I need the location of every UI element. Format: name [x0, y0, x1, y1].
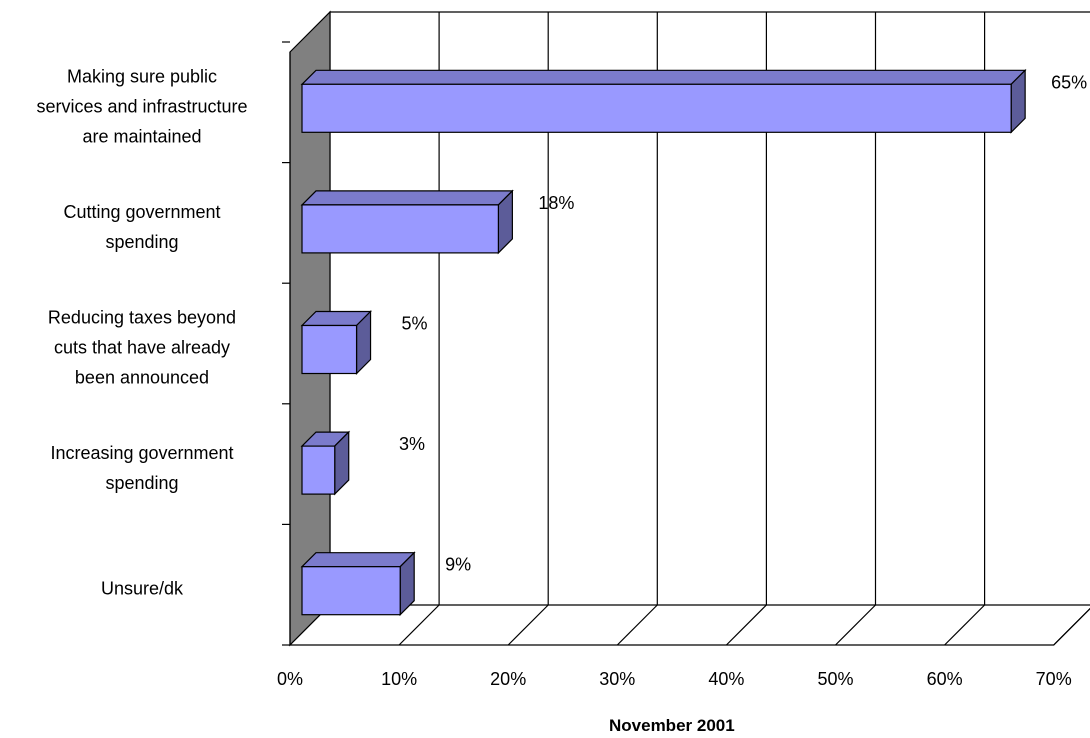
bar-data-label: 65%: [1051, 72, 1087, 92]
floor-gridline: [944, 604, 986, 646]
floor-gridline: [835, 604, 876, 646]
x-tick-label: 70%: [1036, 669, 1072, 689]
bar-data-label: 9%: [445, 555, 471, 575]
bar: [300, 551, 416, 617]
floor-gridline: [398, 604, 440, 646]
x-tick-label: 10%: [381, 669, 417, 689]
bar-front-face: [301, 445, 336, 495]
floor-gridline: [507, 604, 549, 646]
bar-top-face: [300, 552, 416, 568]
bar-top-face: [300, 69, 1027, 85]
bar-front-face: [301, 83, 1012, 133]
x-tick-label: 30%: [599, 669, 635, 689]
x-tick-label: 20%: [490, 669, 526, 689]
category-label: Increasing government spending: [50, 443, 233, 493]
x-tick-label: 60%: [927, 669, 963, 689]
category-label: Cutting government spending: [63, 202, 220, 252]
bar-top-face: [300, 190, 514, 206]
bar-front-face: [301, 204, 499, 254]
bar-data-label: 18%: [538, 193, 574, 213]
category-label: Making sure public services and infrastru…: [36, 66, 247, 146]
x-tick-label: 50%: [817, 669, 853, 689]
floor-gridline: [725, 604, 767, 646]
bar-front-face: [301, 324, 358, 375]
floor-gridline: [616, 604, 658, 646]
bar: [300, 189, 514, 255]
chart-floor: [288, 604, 1090, 646]
floor-gridline: [1053, 607, 1090, 646]
bar: [300, 430, 351, 496]
bar-data-label: 5%: [402, 314, 428, 334]
category-label: Unsure/dk: [101, 579, 184, 599]
bar: [300, 310, 372, 375]
bar: [300, 68, 1027, 134]
bar-front-face: [301, 566, 401, 616]
chart-labels: 0% 10% 20% 30% 40% 50% 60% 70% 65% 18% 5% 3% 9% Makin…: [36, 66, 1087, 689]
category-label: Reducing taxes beyond cuts that have alre…: [48, 308, 236, 388]
bar-data-label: 3%: [399, 434, 425, 454]
x-tick-label: 0%: [277, 669, 303, 689]
x-tick-label: 40%: [708, 669, 744, 689]
x-axis-title: November 2001: [609, 716, 735, 735]
chart-bars: [300, 68, 1027, 617]
